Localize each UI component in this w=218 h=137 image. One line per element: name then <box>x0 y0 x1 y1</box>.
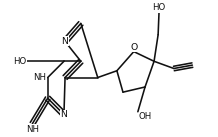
Text: NH: NH <box>26 125 39 134</box>
Text: HO: HO <box>152 3 166 12</box>
Text: N: N <box>61 110 67 119</box>
Text: OH: OH <box>139 112 152 121</box>
Text: HO: HO <box>14 57 27 66</box>
Text: N: N <box>62 37 68 46</box>
Text: O: O <box>130 43 137 52</box>
Text: NH: NH <box>34 73 47 82</box>
